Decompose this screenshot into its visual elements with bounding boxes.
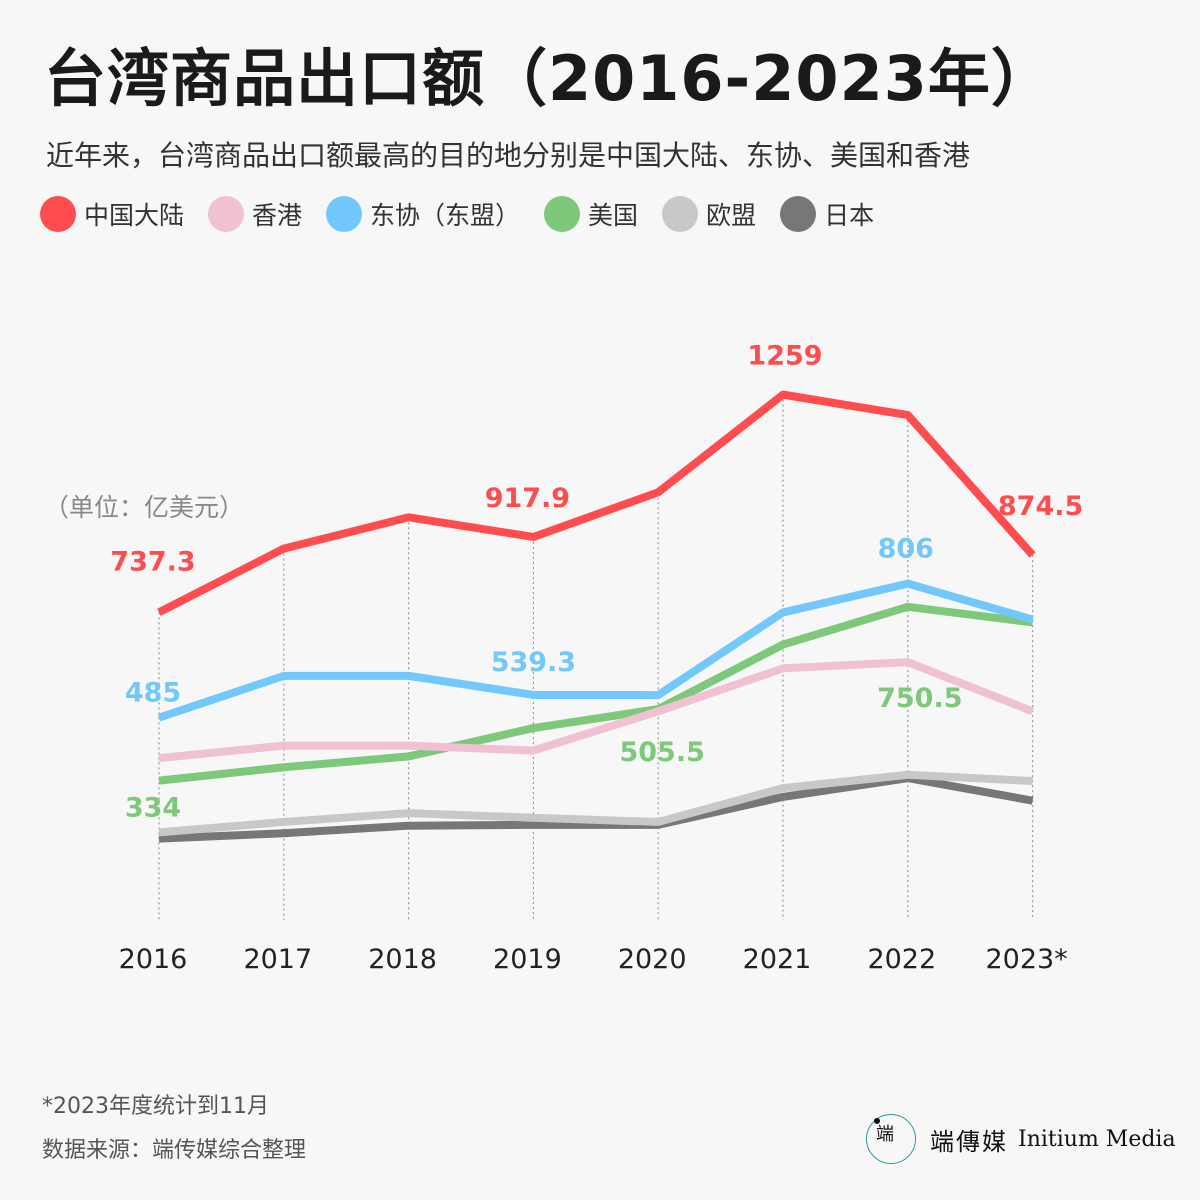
data-label: 750.5 (877, 683, 962, 714)
x-tick-label: 2019 (493, 944, 562, 975)
series-line (157, 390, 1036, 616)
legend-swatch (662, 196, 699, 232)
legend-item: 欧盟 (662, 196, 756, 232)
legend-item: 日本 (780, 196, 874, 232)
x-tick-label: 2020 (618, 944, 687, 975)
brand-logo-icon: 端 (866, 1114, 916, 1164)
series-line (158, 602, 1034, 785)
brand-name-cn: 端傳媒 (930, 1127, 1008, 1156)
brand-name-en: Initium Media (1018, 1126, 1176, 1152)
series-line (157, 579, 1034, 722)
series-line (158, 658, 1035, 763)
legend-label: 欧盟 (706, 201, 757, 230)
legend-label: 美国 (588, 201, 639, 230)
unit-label: （单位：亿美元） (44, 493, 245, 522)
legend: 中国大陆 香港 东协（东盟） 美国 欧盟 日本 (40, 196, 898, 232)
legend-item: 香港 (208, 196, 302, 232)
data-label: 334 (125, 793, 181, 824)
data-label: 917.9 (485, 483, 570, 514)
data-label: 1259 (747, 341, 822, 372)
legend-swatch (544, 196, 581, 232)
legend-label: 东协（东盟） (370, 201, 521, 230)
legend-label: 中国大陆 (84, 201, 185, 230)
legend-item: 东协（东盟） (326, 196, 520, 232)
chart-title: 台湾商品出口额（2016-2023年） (44, 42, 1054, 115)
data-label: 505.5 (619, 737, 704, 768)
x-tick-label: 2022 (867, 944, 936, 975)
legend-item: 美国 (544, 196, 638, 232)
legend-swatch (326, 196, 363, 232)
legend-label: 香港 (252, 201, 303, 230)
footnote: *2023年度统计到11月 (42, 1094, 269, 1119)
data-label: 485 (125, 678, 181, 709)
series-line (158, 774, 1034, 843)
legend-label: 日本 (824, 201, 875, 230)
legend-swatch (780, 196, 817, 232)
x-tick-label: 2017 (243, 944, 312, 975)
x-tick-label: 2023* (985, 944, 1067, 975)
series-line (158, 770, 1033, 837)
legend-swatch (208, 196, 245, 232)
x-tick-label: 2018 (368, 944, 437, 975)
chart-subtitle: 近年来，台湾商品出口额最高的目的地分别是中国大陆、东协、美国和香港 (46, 139, 971, 172)
x-tick-label: 2021 (743, 944, 812, 975)
brand: 端 端傳媒 Initium Media (866, 1114, 1176, 1164)
legend-item: 中国大陆 (40, 196, 184, 232)
x-tick-label: 2016 (119, 944, 188, 975)
source-note: 数据来源：端传媒综合整理 (42, 1138, 307, 1163)
data-label: 874.5 (998, 491, 1083, 522)
data-label: 806 (878, 534, 934, 565)
legend-swatch (40, 196, 76, 232)
brand-logo-glyph: 端 (876, 1124, 894, 1145)
data-label: 737.3 (110, 546, 195, 577)
data-label: 539.3 (491, 647, 576, 678)
